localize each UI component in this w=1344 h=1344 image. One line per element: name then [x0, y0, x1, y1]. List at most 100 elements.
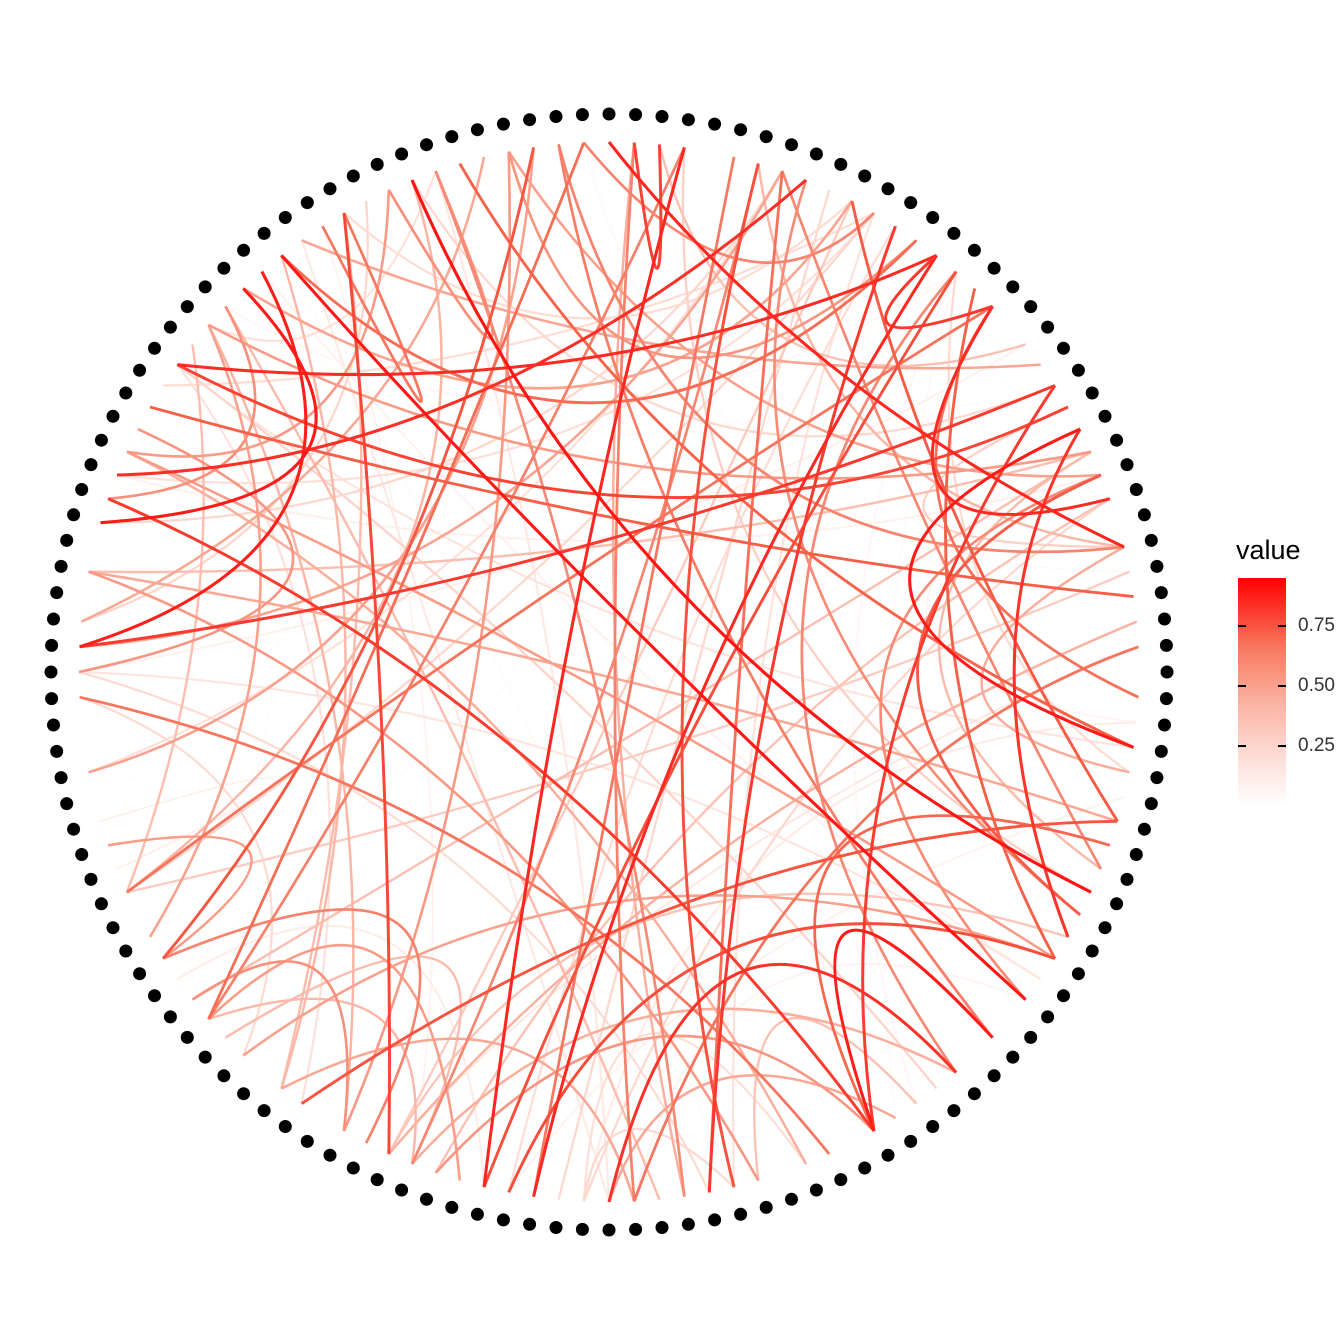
node — [257, 226, 271, 240]
node — [420, 1192, 433, 1206]
node — [1158, 612, 1171, 626]
edge — [632, 142, 663, 270]
node — [75, 848, 89, 861]
node — [1137, 508, 1151, 522]
node — [523, 113, 537, 127]
node — [133, 363, 147, 377]
node — [50, 586, 64, 600]
edge — [176, 363, 1134, 749]
node — [549, 1221, 563, 1234]
edge — [177, 254, 938, 377]
node — [947, 226, 961, 240]
edge — [582, 721, 1137, 1202]
edge — [342, 151, 512, 1132]
node — [1057, 989, 1070, 1003]
edge — [532, 254, 938, 1197]
edge — [707, 225, 897, 1193]
edge — [632, 645, 1139, 1202]
node — [602, 107, 616, 121]
legend-tick-right — [1278, 685, 1286, 687]
node — [75, 483, 89, 496]
node — [1057, 341, 1070, 355]
node — [1150, 771, 1164, 785]
edge — [680, 163, 760, 1188]
node — [94, 433, 108, 447]
edge — [88, 170, 784, 774]
node — [198, 1050, 212, 1064]
node — [370, 157, 384, 171]
edge — [342, 212, 391, 1155]
node — [395, 1183, 409, 1197]
edge — [116, 212, 875, 477]
edge — [861, 384, 1057, 1132]
edge — [930, 305, 1111, 516]
edge — [944, 288, 1057, 960]
edge — [757, 163, 1125, 549]
edge — [88, 450, 1092, 574]
edge — [207, 146, 686, 1020]
legend-tick-right — [1278, 625, 1286, 627]
legend-tick-left — [1238, 625, 1246, 627]
edge — [88, 771, 311, 1039]
edge — [100, 287, 318, 525]
node — [834, 1173, 848, 1187]
node — [967, 1087, 981, 1101]
node — [445, 1200, 459, 1214]
node — [470, 1207, 484, 1221]
node — [734, 123, 748, 137]
node — [708, 1213, 722, 1227]
network-graph — [44, 107, 1174, 1237]
node — [163, 320, 177, 334]
node — [1085, 944, 1099, 958]
legend-colorbar — [1238, 578, 1286, 806]
node — [523, 1217, 537, 1231]
node — [987, 261, 1001, 275]
edge — [321, 141, 610, 340]
edge — [507, 151, 918, 360]
node — [94, 897, 108, 911]
node — [1154, 586, 1168, 600]
node — [655, 1221, 669, 1234]
node — [278, 211, 292, 224]
node — [445, 130, 459, 144]
node — [602, 1223, 616, 1237]
node — [681, 113, 695, 127]
edge — [850, 200, 1119, 823]
edge — [79, 695, 831, 1155]
node — [395, 147, 409, 161]
node — [858, 169, 872, 183]
edge — [78, 670, 711, 1193]
edge — [208, 997, 417, 1165]
node — [180, 1030, 194, 1044]
edge — [242, 200, 853, 390]
node — [1024, 300, 1038, 314]
node — [926, 211, 940, 224]
node — [1154, 744, 1168, 758]
node — [180, 300, 194, 314]
edge — [100, 170, 784, 524]
node — [217, 261, 231, 275]
edge — [207, 323, 1092, 480]
edge — [126, 450, 1056, 960]
node — [904, 1134, 918, 1148]
node — [47, 612, 60, 626]
node — [198, 280, 212, 294]
legend-tick-right — [1278, 745, 1286, 747]
edge — [410, 163, 760, 1165]
color-legend: value 0.25 0.50 0.75 — [1236, 532, 1344, 822]
node — [575, 1222, 589, 1236]
node — [759, 130, 773, 144]
legend-label: 0.75 — [1298, 615, 1335, 636]
edge — [301, 239, 1041, 370]
edge — [107, 835, 253, 960]
node — [1041, 1010, 1055, 1024]
node — [54, 771, 68, 785]
node — [629, 108, 643, 122]
edge — [242, 894, 1056, 1057]
edge — [300, 819, 1118, 1105]
node — [300, 196, 314, 210]
node — [1098, 921, 1112, 935]
edge — [582, 1127, 735, 1202]
edge — [88, 570, 760, 1182]
node — [45, 638, 59, 652]
